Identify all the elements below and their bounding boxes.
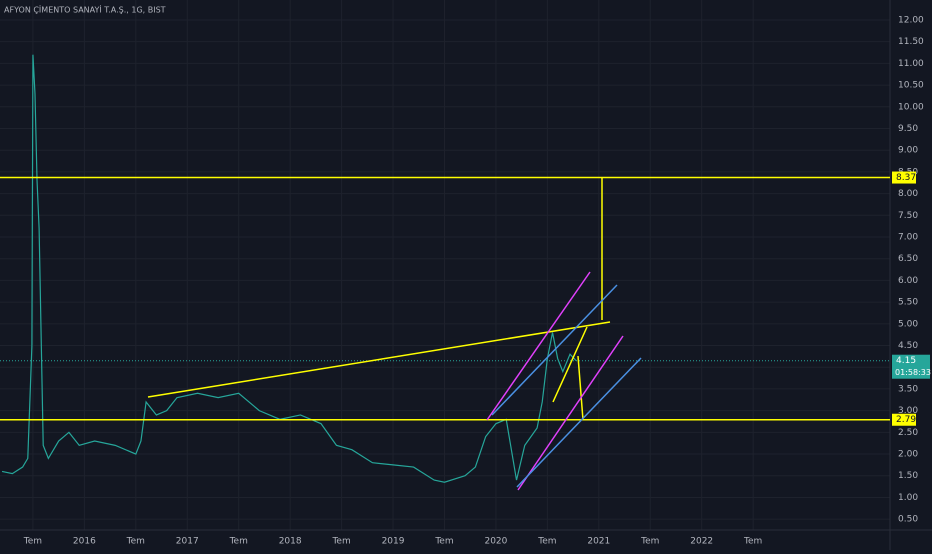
- y-tick-label: 3.00: [898, 406, 918, 416]
- y-tick-label: 11.00: [898, 59, 924, 69]
- y-tick-label: 9.50: [898, 124, 918, 134]
- drawings: [147, 177, 642, 491]
- y-tick-label: 10.50: [898, 81, 924, 91]
- x-tick-label: Tem: [331, 537, 350, 547]
- y-tick-label: 3.50: [898, 384, 918, 394]
- y-tick-label: 7.00: [898, 233, 918, 243]
- channel-line: [491, 284, 618, 416]
- y-tick-label: 9.00: [898, 146, 918, 156]
- trend-line: [147, 321, 611, 398]
- price-tag-label: 2.79: [896, 415, 916, 425]
- y-tick-label: 11.50: [898, 37, 924, 47]
- price-line: [1, 54, 577, 483]
- x-tick-label: 2018: [279, 537, 302, 547]
- x-tick-label: 2019: [382, 537, 405, 547]
- x-tick-label: Tem: [640, 537, 659, 547]
- y-tick-label: 10.00: [898, 102, 924, 112]
- y-tick-label: 0.50: [898, 515, 918, 525]
- x-tick-label: Tem: [126, 537, 145, 547]
- y-tick-label: 4.50: [898, 341, 918, 351]
- y-tick-label: 6.50: [898, 254, 918, 264]
- y-tick-label: 5.00: [898, 319, 918, 329]
- y-tick-label: 8.00: [898, 189, 918, 199]
- price-tag: [892, 413, 916, 426]
- x-tick-label: 2016: [73, 537, 96, 547]
- x-tick-label: Tem: [23, 537, 42, 547]
- channel-line: [516, 357, 642, 488]
- x-tick-label: 2021: [587, 537, 610, 547]
- y-tick-label: 6.00: [898, 276, 918, 286]
- y-tick-label: 1.00: [898, 493, 918, 503]
- countdown: 01:58:33: [895, 368, 931, 377]
- price-tag: [892, 171, 916, 184]
- plot: [0, 54, 890, 483]
- channel-line: [486, 271, 591, 421]
- y-tick-label: 7.50: [898, 211, 918, 221]
- price-tag: [892, 354, 930, 379]
- y-tick-label: 2.00: [898, 450, 918, 460]
- trend-line: [577, 355, 584, 421]
- x-tick-label: Tem: [229, 537, 248, 547]
- price-tag-label: 8.37: [896, 173, 916, 183]
- x-tick-label: Tem: [537, 537, 556, 547]
- x-tick-label: Tem: [434, 537, 453, 547]
- y-tick-label: 12.00: [898, 15, 924, 25]
- x-tick-label: 2020: [484, 537, 507, 547]
- x-tick-label: 2022: [690, 537, 713, 547]
- y-tick-label: 2.50: [898, 428, 918, 438]
- last-price-label: 4.15: [896, 356, 916, 366]
- y-tick-label: 1.50: [898, 471, 918, 481]
- trend-line: [552, 326, 588, 403]
- x-tick-label: 2017: [176, 537, 199, 547]
- x-tick-label: Tem: [743, 537, 762, 547]
- y-tick-label: 5.50: [898, 298, 918, 308]
- chart-title: AFYON ÇİMENTO SANAYİ T.A.Ş., 1G, BIST: [4, 5, 166, 15]
- grid: [0, 0, 890, 530]
- channel-line: [517, 335, 624, 491]
